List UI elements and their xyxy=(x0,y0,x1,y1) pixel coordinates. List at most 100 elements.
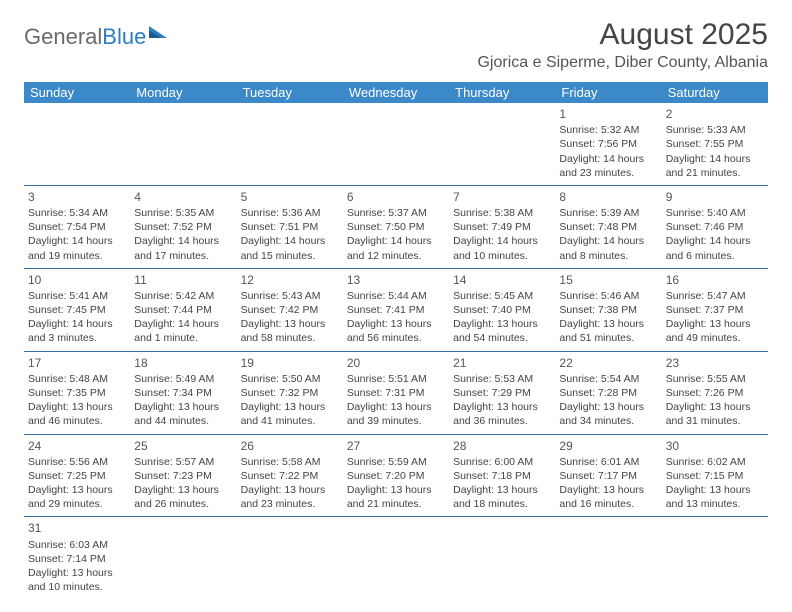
day-info-line: Sunset: 7:50 PM xyxy=(347,220,445,234)
day-info-line: Sunrise: 5:45 AM xyxy=(453,289,551,303)
day-info-line: and 39 minutes. xyxy=(347,414,445,428)
day-info-line: Daylight: 14 hours xyxy=(134,317,232,331)
day-info-line: Sunrise: 5:49 AM xyxy=(134,372,232,386)
day-info-line: Sunrise: 5:55 AM xyxy=(666,372,764,386)
calendar-day: 9Sunrise: 5:40 AMSunset: 7:46 PMDaylight… xyxy=(662,185,768,268)
calendar-day: 26Sunrise: 5:58 AMSunset: 7:22 PMDayligh… xyxy=(237,434,343,517)
day-info-line: Sunset: 7:31 PM xyxy=(347,386,445,400)
day-info-line: Sunset: 7:48 PM xyxy=(559,220,657,234)
day-info-line: Daylight: 14 hours xyxy=(134,234,232,248)
day-number: 28 xyxy=(453,438,551,454)
day-info-line: Sunrise: 5:41 AM xyxy=(28,289,126,303)
day-info-line: Daylight: 13 hours xyxy=(666,317,764,331)
day-info-line: Sunrise: 5:53 AM xyxy=(453,372,551,386)
day-info-line: and 58 minutes. xyxy=(241,331,339,345)
day-info-line: Sunset: 7:34 PM xyxy=(134,386,232,400)
day-info-line: Sunrise: 5:35 AM xyxy=(134,206,232,220)
calendar-day: 10Sunrise: 5:41 AMSunset: 7:45 PMDayligh… xyxy=(24,268,130,351)
calendar-day: 29Sunrise: 6:01 AMSunset: 7:17 PMDayligh… xyxy=(555,434,661,517)
header: GeneralBlue August 2025 Gjorica e Siperm… xyxy=(24,18,768,72)
day-info-line: Sunrise: 6:02 AM xyxy=(666,455,764,469)
day-info-line: Sunrise: 5:40 AM xyxy=(666,206,764,220)
calendar-day: 4Sunrise: 5:35 AMSunset: 7:52 PMDaylight… xyxy=(130,185,236,268)
calendar-empty xyxy=(237,103,343,185)
day-info-line: Daylight: 13 hours xyxy=(241,317,339,331)
day-info-line: and 46 minutes. xyxy=(28,414,126,428)
day-info-line: and 51 minutes. xyxy=(559,331,657,345)
day-info-line: Sunrise: 5:42 AM xyxy=(134,289,232,303)
calendar-empty xyxy=(343,517,449,599)
day-info-line: and 16 minutes. xyxy=(559,497,657,511)
day-info-line: Sunrise: 5:36 AM xyxy=(241,206,339,220)
day-info-line: and 26 minutes. xyxy=(134,497,232,511)
calendar-day: 24Sunrise: 5:56 AMSunset: 7:25 PMDayligh… xyxy=(24,434,130,517)
day-number: 20 xyxy=(347,355,445,371)
dayname-header: Thursday xyxy=(449,82,555,103)
day-info-line: and 18 minutes. xyxy=(453,497,551,511)
day-info-line: Sunrise: 5:59 AM xyxy=(347,455,445,469)
day-number: 30 xyxy=(666,438,764,454)
day-info-line: Sunset: 7:35 PM xyxy=(28,386,126,400)
day-info-line: Sunrise: 6:03 AM xyxy=(28,538,126,552)
calendar-day: 11Sunrise: 5:42 AMSunset: 7:44 PMDayligh… xyxy=(130,268,236,351)
day-number: 12 xyxy=(241,272,339,288)
day-number: 21 xyxy=(453,355,551,371)
day-info-line: Sunrise: 5:58 AM xyxy=(241,455,339,469)
day-number: 27 xyxy=(347,438,445,454)
day-info-line: Sunset: 7:46 PM xyxy=(666,220,764,234)
day-number: 19 xyxy=(241,355,339,371)
day-info-line: Daylight: 13 hours xyxy=(28,483,126,497)
calendar-week: 24Sunrise: 5:56 AMSunset: 7:25 PMDayligh… xyxy=(24,434,768,517)
day-number: 9 xyxy=(666,189,764,205)
day-info-line: Sunrise: 5:51 AM xyxy=(347,372,445,386)
day-info-line: and 12 minutes. xyxy=(347,249,445,263)
calendar-empty xyxy=(555,517,661,599)
calendar-header-row: SundayMondayTuesdayWednesdayThursdayFrid… xyxy=(24,82,768,103)
day-info-line: Daylight: 13 hours xyxy=(559,483,657,497)
day-info-line: and 15 minutes. xyxy=(241,249,339,263)
day-info-line: Sunset: 7:18 PM xyxy=(453,469,551,483)
day-info-line: Sunset: 7:14 PM xyxy=(28,552,126,566)
calendar-day: 28Sunrise: 6:00 AMSunset: 7:18 PMDayligh… xyxy=(449,434,555,517)
day-info-line: Daylight: 14 hours xyxy=(666,234,764,248)
calendar-day: 14Sunrise: 5:45 AMSunset: 7:40 PMDayligh… xyxy=(449,268,555,351)
day-info-line: Sunset: 7:42 PM xyxy=(241,303,339,317)
calendar-day: 6Sunrise: 5:37 AMSunset: 7:50 PMDaylight… xyxy=(343,185,449,268)
calendar-day: 18Sunrise: 5:49 AMSunset: 7:34 PMDayligh… xyxy=(130,351,236,434)
day-info-line: Sunset: 7:54 PM xyxy=(28,220,126,234)
calendar-week: 31Sunrise: 6:03 AMSunset: 7:14 PMDayligh… xyxy=(24,517,768,599)
day-info-line: and 54 minutes. xyxy=(453,331,551,345)
day-info-line: and 6 minutes. xyxy=(666,249,764,263)
day-info-line: Daylight: 13 hours xyxy=(28,400,126,414)
calendar-day: 15Sunrise: 5:46 AMSunset: 7:38 PMDayligh… xyxy=(555,268,661,351)
day-number: 6 xyxy=(347,189,445,205)
day-info-line: and 44 minutes. xyxy=(134,414,232,428)
day-info-line: Sunset: 7:15 PM xyxy=(666,469,764,483)
calendar-day: 22Sunrise: 5:54 AMSunset: 7:28 PMDayligh… xyxy=(555,351,661,434)
day-info-line: Sunset: 7:51 PM xyxy=(241,220,339,234)
day-number: 5 xyxy=(241,189,339,205)
day-info-line: and 23 minutes. xyxy=(241,497,339,511)
day-info-line: Daylight: 13 hours xyxy=(241,483,339,497)
day-info-line: and 21 minutes. xyxy=(347,497,445,511)
day-info-line: Sunset: 7:22 PM xyxy=(241,469,339,483)
day-info-line: and 3 minutes. xyxy=(28,331,126,345)
day-info-line: and 10 minutes. xyxy=(28,580,126,594)
calendar-day: 21Sunrise: 5:53 AMSunset: 7:29 PMDayligh… xyxy=(449,351,555,434)
day-info-line: Sunset: 7:52 PM xyxy=(134,220,232,234)
day-info-line: and 19 minutes. xyxy=(28,249,126,263)
day-number: 17 xyxy=(28,355,126,371)
calendar-day: 8Sunrise: 5:39 AMSunset: 7:48 PMDaylight… xyxy=(555,185,661,268)
day-info-line: Sunrise: 6:01 AM xyxy=(559,455,657,469)
calendar-day: 1Sunrise: 5:32 AMSunset: 7:56 PMDaylight… xyxy=(555,103,661,185)
day-info-line: Daylight: 13 hours xyxy=(134,483,232,497)
day-info-line: Sunrise: 5:33 AM xyxy=(666,123,764,137)
day-info-line: Daylight: 13 hours xyxy=(559,400,657,414)
day-number: 7 xyxy=(453,189,551,205)
calendar-week: 10Sunrise: 5:41 AMSunset: 7:45 PMDayligh… xyxy=(24,268,768,351)
dayname-header: Tuesday xyxy=(237,82,343,103)
day-number: 24 xyxy=(28,438,126,454)
calendar-day: 2Sunrise: 5:33 AMSunset: 7:55 PMDaylight… xyxy=(662,103,768,185)
calendar-week: 3Sunrise: 5:34 AMSunset: 7:54 PMDaylight… xyxy=(24,185,768,268)
day-info-line: Sunset: 7:38 PM xyxy=(559,303,657,317)
